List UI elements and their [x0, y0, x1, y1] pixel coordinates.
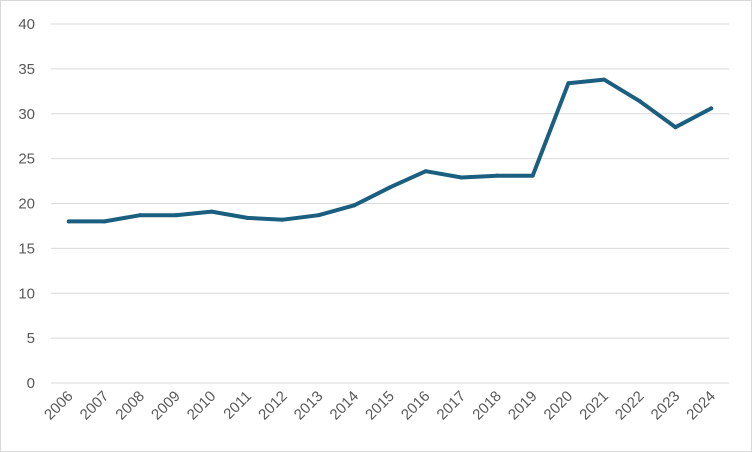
x-tick-label: 2013	[291, 388, 327, 424]
data-point	[602, 77, 607, 82]
data-point	[138, 213, 143, 218]
y-tick-label: 15	[18, 240, 35, 257]
data-point	[423, 169, 428, 174]
data-point	[352, 203, 357, 208]
x-tick-label: 2019	[505, 388, 541, 424]
x-tick-label: 2018	[469, 388, 505, 424]
data-point	[637, 99, 642, 104]
x-tick-label: 2008	[112, 388, 148, 424]
y-tick-label: 5	[27, 330, 35, 347]
x-tick-label: 2023	[648, 388, 684, 424]
series-line	[66, 77, 714, 224]
data-point	[280, 217, 285, 222]
y-axis: 0 5 10 15 20 25 30 35 40	[18, 16, 35, 392]
data-point	[245, 215, 250, 220]
y-tick-label: 10	[18, 285, 35, 302]
x-tick-label: 2020	[541, 388, 577, 424]
y-tick-label: 0	[27, 375, 35, 392]
y-tick-label: 25	[18, 151, 35, 168]
y-tick-label: 35	[18, 61, 35, 78]
x-tick-label: 2006	[41, 388, 77, 424]
x-axis: 2006 2007 2008 2009 2010 2011 2012 2013 2014 2015…	[41, 388, 719, 424]
data-point	[566, 81, 571, 86]
plot-area	[66, 77, 714, 224]
data-point	[66, 219, 71, 224]
data-point	[495, 173, 500, 178]
data-point	[673, 125, 678, 130]
gridlines	[51, 23, 729, 384]
data-point	[388, 185, 392, 190]
x-tick-label: 2022	[612, 388, 648, 424]
x-tick-label: 2012	[255, 388, 291, 424]
data-point	[459, 175, 464, 180]
data-point	[209, 209, 214, 214]
y-tick-label: 40	[18, 16, 35, 33]
x-tick-label: 2007	[77, 388, 113, 424]
x-tick-label: 2024	[683, 388, 719, 424]
data-point	[173, 213, 178, 218]
x-tick-label: 2009	[148, 388, 184, 424]
data-point	[102, 219, 107, 224]
x-tick-label: 2017	[434, 388, 470, 424]
x-tick-label: 2021	[576, 388, 612, 424]
data-point	[709, 106, 714, 111]
x-tick-label: 2016	[398, 388, 434, 424]
y-tick-label: 20	[18, 196, 35, 213]
y-tick-label: 30	[18, 106, 35, 123]
x-tick-label: 2011	[220, 388, 255, 423]
data-point	[316, 213, 321, 218]
x-tick-label: 2015	[362, 388, 398, 424]
x-tick-label: 2014	[327, 388, 363, 424]
x-tick-label: 2010	[184, 388, 220, 424]
data-point	[530, 173, 535, 178]
